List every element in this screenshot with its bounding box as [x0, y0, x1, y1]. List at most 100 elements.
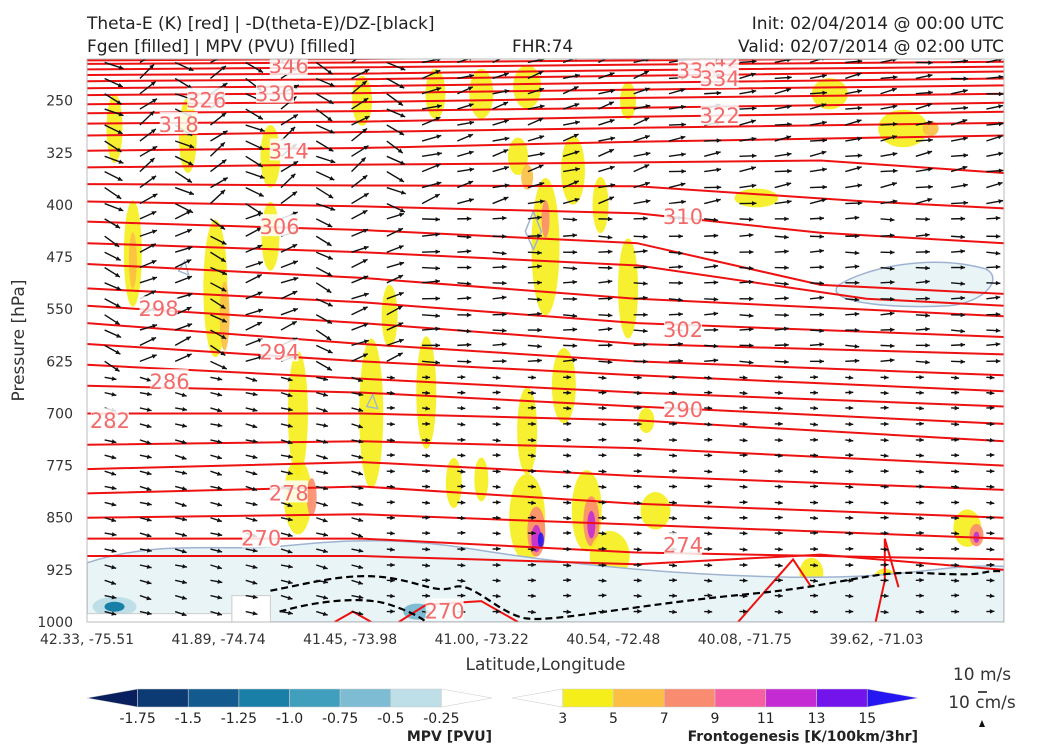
wind-vector-head: [778, 500, 783, 506]
wind-vector-head: [748, 232, 754, 238]
wind-vector-head: [989, 468, 995, 474]
wind-vector-head: [327, 222, 333, 228]
wind-vector-head: [989, 421, 995, 427]
wind-vector-head: [857, 200, 863, 206]
contour-label-bg: [700, 102, 739, 125]
wind-vector-head: [601, 546, 607, 552]
wind-vector-head: [328, 193, 334, 199]
wind-vector-head: [435, 279, 440, 284]
wind-vector-head: [116, 286, 122, 291]
wind-vector-head: [989, 437, 995, 443]
wind-vector-head: [919, 405, 924, 411]
wind-vector-head: [187, 246, 193, 251]
wind-vector-head: [925, 313, 930, 318]
wind-vector-head: [678, 358, 683, 364]
wind-vector-head: [292, 211, 298, 216]
wind-vector-head: [848, 452, 854, 458]
wind-vector-head: [397, 352, 403, 357]
wind-vector-head: [150, 128, 156, 134]
wind-vector-head: [743, 562, 748, 568]
wind-vector-head: [954, 405, 960, 411]
wind-vector-head: [857, 105, 863, 111]
wind-vector-head: [919, 469, 924, 474]
wind-vector: [139, 59, 147, 64]
fgen-fill: [811, 78, 848, 110]
wind-vector-head: [748, 313, 754, 318]
wind-vector-head: [496, 390, 501, 395]
colorbar-tick: 9: [711, 711, 720, 727]
wind-vector-head: [637, 530, 642, 536]
wind-vector-head: [813, 405, 818, 411]
wind-vector-head: [502, 312, 507, 317]
wind-vector-head: [503, 72, 509, 77]
colorbar-tick: 15: [858, 711, 876, 727]
wind-vector-head: [293, 276, 299, 282]
fgen-fill: [620, 81, 637, 120]
wind-vector-head: [146, 580, 152, 585]
y-tick-label: 700: [46, 406, 73, 422]
wind-vector-head: [467, 86, 473, 91]
wind-vector-head: [848, 593, 854, 599]
wind-vector-head: [642, 328, 648, 334]
wind-vector-head: [538, 164, 544, 169]
wind-vector-head: [963, 76, 969, 81]
wind-vector-head: [220, 304, 226, 309]
wind-vector-head: [995, 295, 1001, 300]
wind-vector-head: [644, 87, 650, 92]
wind-vector-head: [220, 351, 226, 356]
fgen-fill: [381, 284, 398, 348]
wind-vector-head: [784, 312, 789, 318]
wind-vector-head: [222, 83, 228, 88]
wind-vector-head: [707, 578, 713, 583]
wind-vector-head: [256, 274, 262, 279]
wind-vector-head: [672, 515, 677, 521]
wind-vector-head: [857, 59, 863, 64]
wind-vector-head: [786, 199, 792, 205]
wind-vector-head: [601, 593, 607, 598]
wind-vector-head: [390, 390, 395, 396]
wind-vector-head: [672, 484, 677, 489]
wind-vector-head: [531, 421, 536, 427]
wind-vector-head: [854, 327, 860, 333]
wind-vector-head: [390, 531, 395, 536]
x-tick-label: 42.33, -75.51: [40, 632, 134, 648]
x-tick-label: 41.45, -73.98: [303, 632, 397, 648]
wind-vector-head: [954, 452, 960, 458]
wind-vector-head: [287, 407, 293, 412]
wind-vector-head: [573, 180, 579, 185]
fgen-fill: [469, 68, 494, 119]
wind-vector-head: [501, 295, 507, 300]
wind-vector-head: [466, 359, 472, 364]
wind-vector-head: [466, 216, 472, 221]
wind-vector-head: [217, 532, 223, 537]
wind-vector: [351, 59, 358, 64]
wind-vector-head: [925, 232, 930, 238]
wind-vector-head: [572, 249, 578, 255]
wind-vector-head: [323, 470, 329, 475]
wind-vector-head: [778, 484, 783, 489]
wind-vector-head: [390, 421, 395, 427]
wind-vector-head: [398, 292, 404, 297]
wind-vector-head: [188, 66, 194, 71]
mpv-fill: [87, 539, 1004, 622]
wind-vector-head: [149, 64, 155, 70]
wind-vector-head: [466, 234, 472, 240]
wind-vector-head: [609, 196, 615, 201]
wind-vector-head: [118, 207, 124, 212]
wind-vector: [210, 59, 220, 64]
wind-vector-head: [328, 99, 334, 104]
wind-vector-head: [960, 328, 966, 334]
colorbar-segment: [562, 688, 614, 708]
wind-vector-head: [566, 515, 572, 521]
colorbar-segment: [816, 688, 868, 708]
wind-vector-head: [848, 531, 854, 536]
wind-vector-head: [963, 200, 969, 206]
theta-e-contour: [87, 134, 1004, 152]
wind-vector-head: [460, 546, 466, 552]
wind-vector-head: [531, 437, 536, 443]
wind-vector-head: [397, 148, 403, 154]
wind-vector-head: [259, 174, 265, 179]
wind-vector-head: [150, 243, 156, 248]
wind-vector-head: [146, 470, 152, 476]
wind-vector-head: [118, 65, 124, 70]
